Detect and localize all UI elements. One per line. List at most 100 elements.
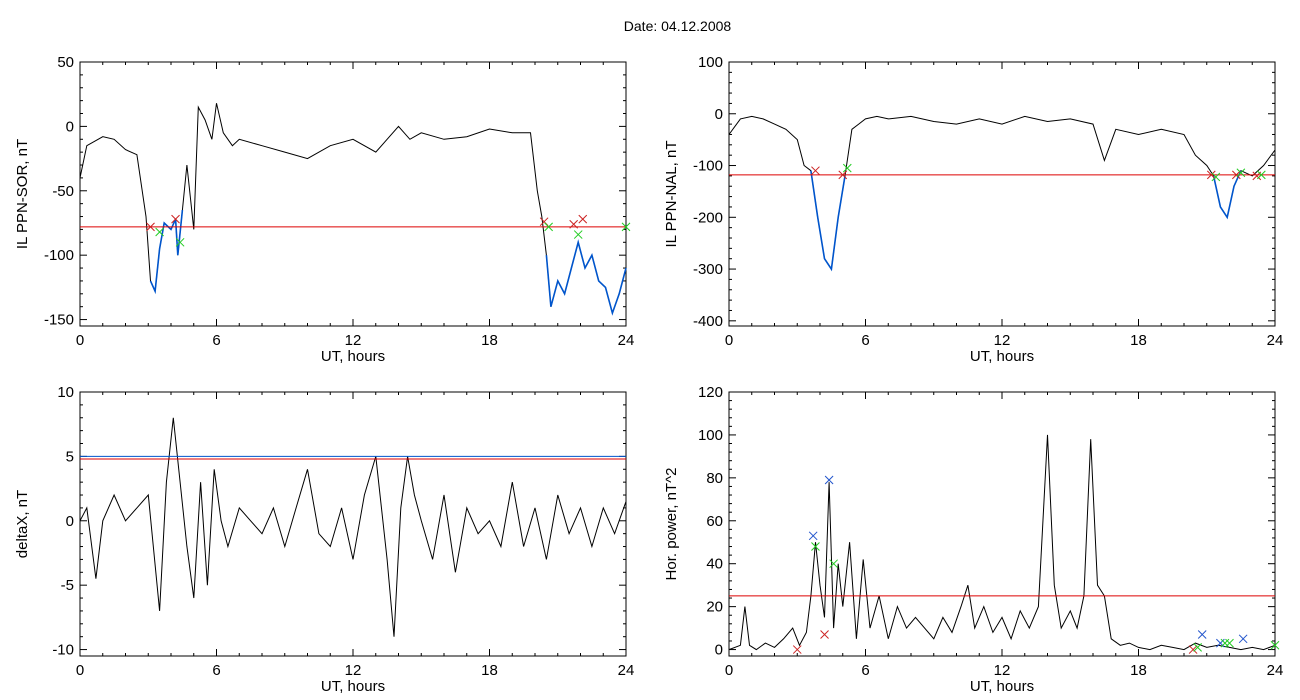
marker-stroke [175, 237, 185, 247]
event-marker [1206, 170, 1216, 180]
x-tick-label: 18 [1130, 332, 1147, 349]
figure-title: Date: 04.12.2008 [623, 18, 732, 34]
marker-stroke [569, 219, 579, 229]
panel-nal: -400 -300 -200 -100 0 100 0 6 12 18 24 UT, hours IL … [663, 54, 1283, 365]
x-axis-label: UT, hours [321, 678, 385, 695]
event-marker [824, 475, 834, 485]
x-tick-label: 12 [994, 332, 1011, 349]
y-tick-label: 0 [66, 118, 74, 135]
y-tick-label: -400 [693, 313, 723, 330]
data-line [79, 417, 627, 637]
y-tick-label: -100 [693, 158, 723, 175]
event-marker [811, 166, 820, 176]
y-tick-label: 0 [715, 106, 723, 123]
marker-stroke [808, 531, 818, 541]
marker-stroke [811, 542, 820, 551]
event-marker [1216, 638, 1225, 648]
x-tick-label: 6 [861, 662, 869, 679]
data-line [728, 434, 1276, 651]
event-marker [578, 214, 588, 224]
highlight-line [545, 239, 627, 316]
event-marker [146, 222, 155, 232]
x-tick-label: 6 [212, 332, 220, 349]
event-marker [155, 227, 164, 237]
x-tick-label: 24 [1267, 662, 1284, 679]
event-marker [1236, 168, 1246, 178]
event-marker [829, 559, 839, 569]
marker-stroke [1216, 638, 1225, 648]
marker-stroke [838, 170, 848, 180]
marker-stroke [1193, 643, 1203, 652]
panel-deltax: -10 -5 0 5 10 0 6 12 18 24 UT, hours deltaX, nT [14, 384, 634, 695]
data-line [79, 103, 627, 315]
marker-stroke [1238, 634, 1248, 644]
marker-stroke [578, 214, 588, 224]
y-tick-label: -50 [52, 183, 74, 200]
marker-stroke [1197, 630, 1207, 639]
x-tick-label: 18 [481, 662, 498, 679]
event-marker [811, 542, 820, 551]
panel-hor-power: 0 20 40 60 80 100 120 0 6 12 18 24 UT, hours Hor. pow… [663, 384, 1283, 695]
event-marker [1188, 645, 1198, 654]
plot-frame [728, 61, 1276, 327]
event-marker [171, 214, 180, 224]
y-axis-label: IL PPN-SOR, nT [14, 139, 31, 249]
data-line [728, 115, 1276, 271]
marker-stroke [1211, 172, 1221, 182]
plot-frame [728, 391, 1276, 657]
marker-stroke [539, 217, 549, 227]
marker-stroke [544, 222, 554, 232]
y-tick-label: 80 [706, 470, 723, 487]
x-axis-label: UT, hours [321, 348, 385, 365]
x-tick-label: 0 [76, 332, 84, 349]
x-axis-label: UT, hours [970, 348, 1034, 365]
plot-frame [79, 61, 627, 327]
y-tick-label: 100 [698, 54, 723, 71]
y-tick-label: -200 [693, 209, 723, 226]
y-tick-label: -150 [44, 312, 74, 329]
y-tick-label: -100 [44, 247, 74, 264]
marker-stroke [1231, 170, 1241, 180]
y-tick-label: -10 [52, 642, 74, 659]
event-marker [175, 237, 185, 247]
event-marker [1193, 643, 1203, 652]
marker-stroke [1225, 638, 1234, 648]
event-marker [1225, 638, 1234, 648]
marker-stroke [573, 230, 583, 239]
marker-stroke [842, 163, 852, 173]
y-tick-label: 0 [66, 513, 74, 530]
marker-stroke [146, 222, 155, 232]
x-tick-label: 0 [76, 662, 84, 679]
y-tick-label: 5 [66, 448, 74, 465]
highlight-line [149, 210, 184, 295]
event-marker [569, 219, 579, 229]
marker-stroke [621, 222, 631, 232]
marker-stroke [1206, 170, 1216, 180]
y-axis-label: Hor. power, nT^2 [663, 468, 680, 581]
y-tick-label: 50 [57, 54, 74, 71]
y-tick-label: 100 [698, 427, 723, 444]
y-axis-label: deltaX, nT [14, 490, 31, 558]
marker-stroke [811, 166, 820, 176]
highlight-line [1212, 170, 1242, 220]
event-marker [792, 645, 802, 654]
x-tick-label: 0 [725, 332, 733, 349]
event-marker [820, 630, 829, 639]
event-marker [808, 531, 818, 541]
y-tick-label: -5 [61, 577, 74, 594]
event-marker [544, 222, 554, 232]
y-tick-label: 0 [715, 642, 723, 659]
y-tick-label: 120 [698, 384, 723, 401]
event-marker [621, 222, 631, 232]
marker-stroke [792, 645, 802, 654]
x-tick-label: 24 [1267, 332, 1284, 349]
event-marker [1270, 640, 1280, 650]
marker-stroke [1236, 168, 1246, 178]
event-marker [1238, 634, 1248, 644]
event-marker [842, 163, 852, 173]
x-axis-label: UT, hours [970, 678, 1034, 695]
marker-stroke [1188, 645, 1198, 654]
panel-sor: -150 -100 -50 0 50 0 6 12 18 24 UT, hours IL PPN-SO… [14, 54, 634, 365]
marker-stroke [1270, 640, 1280, 650]
